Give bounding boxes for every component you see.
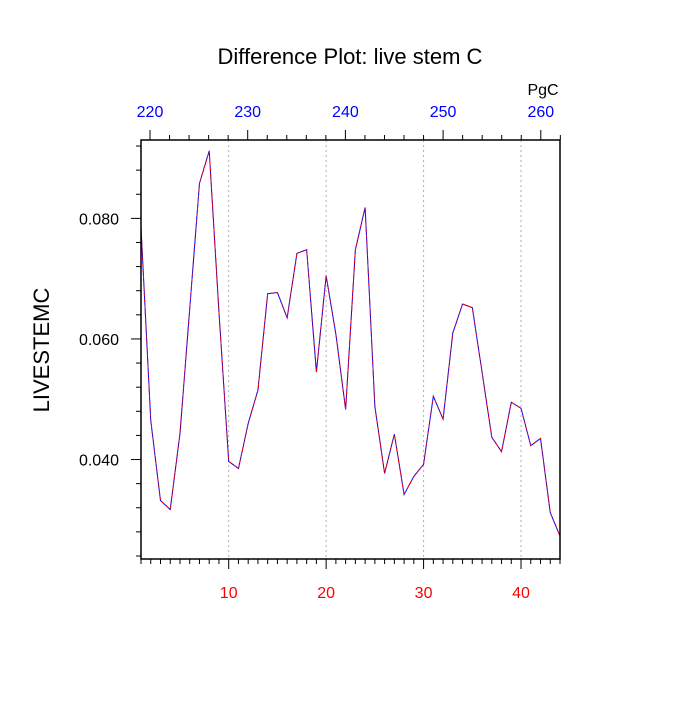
y-tick-label: 0.040	[79, 453, 119, 470]
y-axis-label: LIVESTEMC	[29, 288, 54, 413]
top-tick-label: 260	[527, 104, 554, 121]
bottom-tick-label: 40	[512, 585, 530, 602]
plot-frame	[140, 139, 561, 560]
top-tick-label: 240	[332, 104, 359, 121]
bottom-tick-label: 10	[220, 585, 238, 602]
bottom-tick-label: 20	[317, 585, 335, 602]
series-lines	[140, 150, 561, 537]
series-line-2	[140, 150, 561, 537]
y-tick-label: 0.060	[79, 332, 119, 349]
grid-lines	[228, 140, 522, 559]
y-tick-label: 0.080	[79, 211, 119, 228]
top-tick-label: 250	[430, 104, 457, 121]
bottom-tick-label: 30	[415, 585, 433, 602]
series-line-1	[140, 150, 561, 537]
top-tick-label: 220	[137, 104, 164, 121]
axes: 10 20 30 40 220 230 240 250 260 0.040 0.060 0.080	[79, 104, 561, 602]
top-tick-label: 230	[234, 104, 261, 121]
top-axis-unit-label: PgC	[527, 82, 558, 99]
chart-title: Difference Plot: live stem C	[218, 44, 483, 69]
